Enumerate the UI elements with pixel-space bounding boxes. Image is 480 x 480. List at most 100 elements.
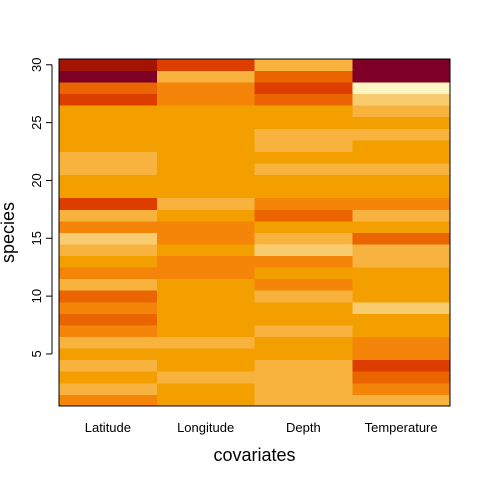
heatmap-cell <box>59 128 157 140</box>
heatmap-cell <box>157 209 255 221</box>
x-tick-label: Depth <box>286 420 321 435</box>
heatmap-cell <box>352 140 450 152</box>
heatmap-cell <box>59 105 157 117</box>
heatmap-cell <box>255 325 353 337</box>
heatmap-cell <box>255 140 353 152</box>
heatmap-cell <box>352 279 450 291</box>
heatmap-cell <box>352 175 450 187</box>
heatmap-cell <box>157 371 255 383</box>
heatmap-cell <box>352 383 450 395</box>
heatmap-cell <box>59 267 157 279</box>
heatmap-cell <box>255 186 353 198</box>
heatmap-cell <box>352 221 450 233</box>
heatmap-cell <box>352 105 450 117</box>
heatmap-cell <box>255 152 353 164</box>
heatmap-cell <box>157 325 255 337</box>
heatmap-cell <box>59 71 157 83</box>
heatmap-cell <box>352 313 450 325</box>
heatmap-cell <box>157 59 255 71</box>
heatmap-cell <box>352 233 450 245</box>
heatmap-cell <box>255 233 353 245</box>
heatmap-cell <box>157 279 255 291</box>
heatmap-cell <box>255 383 353 395</box>
heatmap-cell <box>352 348 450 360</box>
heatmap-cell <box>352 394 450 406</box>
x-tick-label: Temperature <box>365 420 438 435</box>
heatmap-cell <box>59 233 157 245</box>
heatmap-cell <box>157 348 255 360</box>
y-tick-label: 15 <box>29 231 44 245</box>
heatmap-cell <box>59 82 157 94</box>
heatmap-cell <box>157 140 255 152</box>
heatmap-cell <box>157 290 255 302</box>
heatmap-cell <box>157 186 255 198</box>
heatmap-cell <box>352 337 450 349</box>
heatmap-cell <box>255 394 353 406</box>
heatmap-cell <box>59 348 157 360</box>
heatmap-cell <box>352 59 450 71</box>
heatmap-cell <box>59 221 157 233</box>
y-axis: 5 10 15 20 25 30 <box>29 58 52 358</box>
heatmap-cell <box>59 394 157 406</box>
heatmap-cell <box>157 233 255 245</box>
heatmap-cell <box>59 313 157 325</box>
heatmap-cell <box>59 325 157 337</box>
heatmap-cell <box>255 59 353 71</box>
y-axis-title: species <box>0 202 18 263</box>
heatmap-cell <box>59 94 157 106</box>
heatmap-cell <box>352 371 450 383</box>
heatmap-cell <box>352 325 450 337</box>
heatmap-cell <box>59 337 157 349</box>
heatmap-cell <box>157 105 255 117</box>
heatmap-cell <box>255 175 353 187</box>
heatmap-cell <box>255 360 353 372</box>
heatmap-cell <box>157 117 255 129</box>
heatmap-cell <box>352 71 450 83</box>
heatmap-cell <box>157 71 255 83</box>
heatmap-cell <box>255 209 353 221</box>
heatmap-cells <box>59 59 450 406</box>
heatmap-cell <box>59 140 157 152</box>
heatmap-cell <box>59 186 157 198</box>
heatmap-cell <box>157 82 255 94</box>
heatmap-cell <box>352 209 450 221</box>
heatmap-cell <box>255 279 353 291</box>
heatmap-cell <box>59 279 157 291</box>
heatmap-cell <box>352 244 450 256</box>
heatmap-cell <box>59 175 157 187</box>
heatmap-cell <box>59 59 157 71</box>
heatmap-cell <box>157 244 255 256</box>
heatmap-cell <box>157 313 255 325</box>
heatmap-cell <box>157 128 255 140</box>
heatmap-cell <box>255 163 353 175</box>
heatmap-cell <box>59 198 157 210</box>
heatmap-cell <box>59 152 157 164</box>
heatmap-cell <box>255 244 353 256</box>
heatmap-cell <box>255 71 353 83</box>
heatmap-cell <box>255 302 353 314</box>
heatmap-cell <box>255 128 353 140</box>
heatmap-cell <box>352 198 450 210</box>
heatmap-cell <box>352 302 450 314</box>
heatmap-cell <box>59 290 157 302</box>
heatmap-cell <box>352 128 450 140</box>
heatmap-cell <box>59 256 157 268</box>
y-tick-label: 5 <box>29 350 44 357</box>
heatmap-cell <box>255 105 353 117</box>
heatmap-cell <box>59 163 157 175</box>
heatmap-cell <box>157 163 255 175</box>
heatmap-cell <box>255 94 353 106</box>
heatmap-cell <box>157 256 255 268</box>
heatmap-cell <box>352 186 450 198</box>
heatmap-cell <box>255 256 353 268</box>
heatmap-cell <box>255 221 353 233</box>
heatmap-cell <box>352 360 450 372</box>
heatmap-cell <box>352 163 450 175</box>
y-tick-label: 25 <box>29 115 44 129</box>
heatmap-cell <box>255 337 353 349</box>
x-axis-tick-labels: Latitude Longitude Depth Temperature <box>85 420 438 435</box>
heatmap-cell <box>59 383 157 395</box>
y-tick-label: 30 <box>29 58 44 72</box>
heatmap-cell <box>157 267 255 279</box>
